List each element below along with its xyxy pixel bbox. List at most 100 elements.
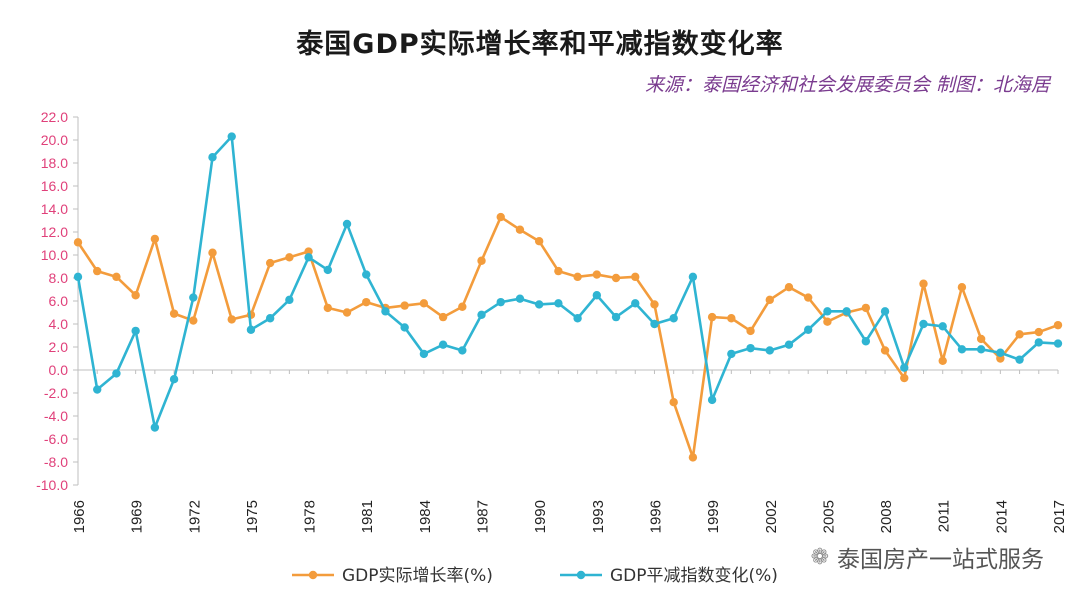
data-point [938,322,947,331]
x-tick-label: 2014 [993,500,1010,533]
data-point [765,346,774,355]
x-tick-label: 1990 [532,500,549,533]
data-point [803,293,813,302]
y-tick-label: -10.0 [36,477,68,493]
data-point [976,334,986,344]
x-tick-label: 1978 [302,500,319,533]
data-point [285,253,294,262]
data-point [515,294,525,303]
data-point [880,307,890,316]
series-line [76,215,1059,459]
y-tick-label: 12.0 [41,224,68,240]
data-point [534,237,544,246]
data-point [381,307,390,316]
data-point [823,317,832,326]
data-point [880,346,890,355]
data-point [823,307,832,316]
data-point [515,225,525,234]
data-point [861,303,871,313]
data-point [688,453,698,462]
data-point [554,299,563,308]
data-point [996,354,1005,363]
y-tick-label: 0.0 [49,362,69,378]
data-point [534,300,544,309]
wechat-icon: ❁ [810,544,829,570]
data-point [131,326,140,336]
data-point [592,270,602,279]
data-point [707,312,717,322]
y-tick-label: 18.0 [41,155,68,171]
data-point [727,314,736,323]
data-point [150,423,160,432]
data-point [342,308,352,317]
data-point [746,343,755,353]
x-tick-label: 2008 [878,500,895,533]
watermark-text: 泰国房产一站式服务 [837,547,1044,573]
data-point [265,258,275,268]
data-point [477,256,486,265]
data-point [1053,339,1063,348]
data-point [73,238,83,247]
data-point [1034,327,1043,337]
x-axis: 1966 1969 1972 1975 1978 1981 1984 1987 1990 1993… [71,369,1068,533]
data-point [631,299,640,308]
data-point [688,272,698,282]
y-tick-label: -2.0 [44,385,68,401]
data-point [438,340,448,349]
data-point [323,303,333,313]
series-line [76,135,1059,429]
x-tick-label: 2011 [936,500,953,532]
legend-label: GDP实际增长率(%) [342,566,493,586]
data-point [112,369,121,378]
data-point [650,300,659,309]
data-point [996,348,1005,357]
y-tick-label: 14.0 [41,201,68,217]
data-point [976,345,986,354]
data-point [323,265,333,275]
data-point [611,273,621,283]
x-tick-label: 1966 [71,500,88,533]
data-point [592,291,602,300]
data-point [496,212,505,222]
data-point [669,314,678,323]
data-point [496,297,505,307]
data-point [73,272,83,282]
data-point [265,314,275,323]
data-point [919,279,928,288]
x-tick-label: 2005 [820,500,837,533]
x-tick-label: 1999 [705,500,722,533]
legend-marker [576,570,586,580]
y-tick-label: -8.0 [44,454,68,470]
data-point [169,309,179,318]
watermark: ❁ 泰国房产一站式服务 [811,540,1044,574]
y-tick-label: 4.0 [49,316,69,332]
series-2 [73,132,1063,432]
data-point [285,295,294,305]
data-point [131,291,140,300]
data-point [1053,320,1063,330]
data-point [400,323,409,332]
legend-marker [308,570,318,580]
y-tick-label: 6.0 [49,293,69,309]
data-point [458,346,467,355]
data-point [189,293,198,302]
data-point [362,297,371,307]
legend-item-2: GDP平减指数变化(%) [560,566,778,586]
data-point [477,310,486,319]
legend-label: GDP平减指数变化(%) [610,566,778,586]
x-tick-label: 1996 [647,500,664,533]
y-tick-label: 22.0 [41,109,68,125]
y-tick-label: 20.0 [41,132,68,148]
chart-source: 来源：泰国经济和社会发展委员会 制图：北海居 [644,74,1050,96]
data-point [900,363,909,372]
y-tick-label: 10.0 [41,247,68,263]
data-point [400,301,409,310]
data-point [227,315,236,324]
x-tick-label: 1975 [244,500,261,533]
x-tick-label: 1993 [590,500,607,533]
data-point [784,340,794,349]
y-tick-label: 2.0 [49,339,69,355]
data-point [842,307,851,316]
